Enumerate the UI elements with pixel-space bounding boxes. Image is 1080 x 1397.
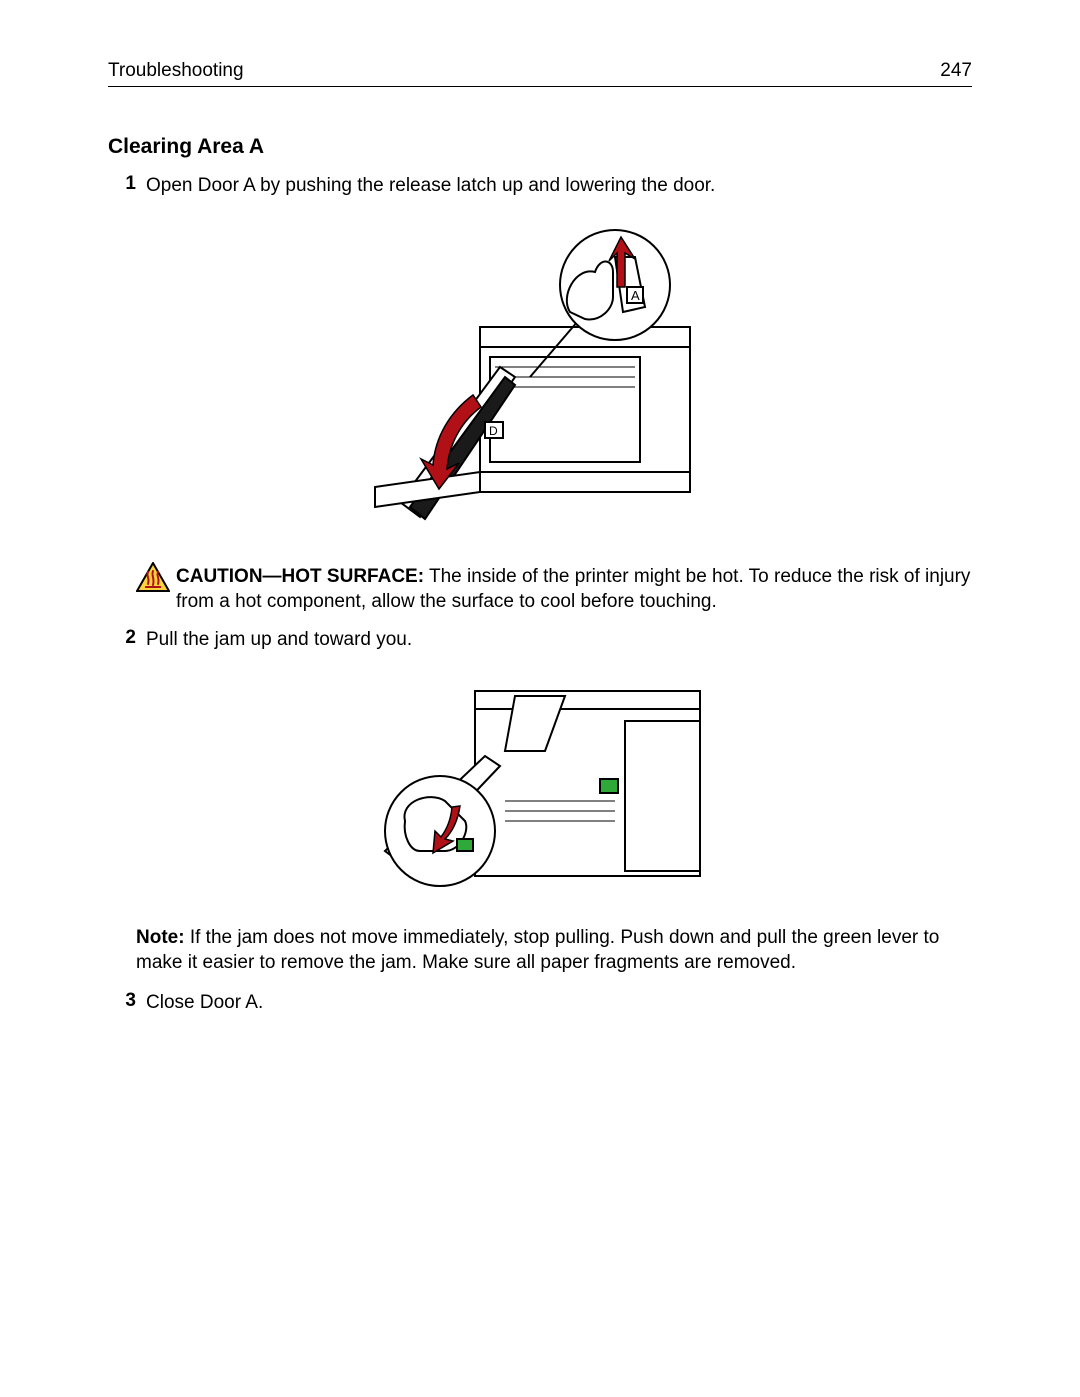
caution-hot-surface-icon (136, 562, 170, 597)
section-title: Clearing Area A (108, 135, 972, 159)
step-3-text: Close Door A. (146, 990, 972, 1016)
step-1-text: Open Door A by pushing the release latch… (146, 173, 972, 199)
step-3: 3 Close Door A. (108, 990, 972, 1016)
step-2-text: Pull the jam up and toward you. (146, 627, 972, 653)
caution-text: CAUTION—HOT SURFACE: The inside of the p… (176, 564, 972, 615)
document-page: Troubleshooting 247 Clearing Area A 1 Op… (0, 0, 1080, 1095)
figure-pull-jam-svg (365, 681, 715, 890)
header-section-title: Troubleshooting (108, 60, 244, 82)
figure-open-door-a: D A (108, 227, 972, 534)
step-2: 2 Pull the jam up and toward you. (108, 627, 972, 653)
note-body: If the jam does not move immediately, st… (136, 927, 939, 974)
note-label: Note: (136, 927, 185, 948)
step-3-number: 3 (108, 990, 146, 1016)
header-page-number: 247 (940, 60, 972, 82)
step-1: 1 Open Door A by pushing the release lat… (108, 173, 972, 199)
caution-label: CAUTION—HOT SURFACE: (176, 566, 424, 587)
note-block: Note: If the jam does not move immediate… (108, 925, 972, 976)
svg-text:A: A (631, 288, 640, 303)
figure-pull-jam (108, 681, 972, 895)
caution-hot-surface: CAUTION—HOT SURFACE: The inside of the p… (108, 564, 972, 615)
step-2-number: 2 (108, 627, 146, 653)
step-1-number: 1 (108, 173, 146, 199)
figure-open-door-a-svg: D A (365, 227, 715, 529)
running-header: Troubleshooting 247 (108, 60, 972, 87)
svg-text:D: D (489, 424, 498, 438)
